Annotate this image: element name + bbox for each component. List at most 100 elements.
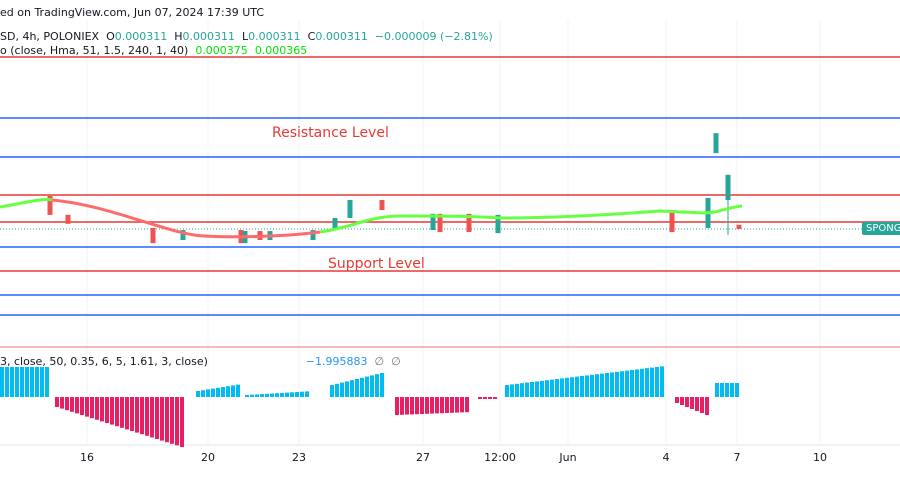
oscillator-bar	[365, 376, 369, 397]
oscillator-bar	[595, 374, 599, 397]
candle	[725, 174, 731, 201]
oscillator-bar	[270, 393, 274, 397]
candle	[495, 214, 501, 234]
oscillator-bar	[221, 387, 225, 397]
oscillator-bar	[330, 385, 334, 397]
oscillator-bar	[525, 382, 529, 397]
oscillator-bar	[430, 397, 434, 414]
oscillator-bar	[380, 373, 384, 397]
oscillator-bar	[305, 391, 309, 397]
oscillator-bar	[295, 392, 299, 397]
oscillator-bar	[170, 397, 174, 444]
x-tick: 12:00	[484, 451, 516, 464]
oscillator-bar	[685, 397, 689, 407]
oscillator-bar	[206, 389, 210, 397]
oscillator-bar	[300, 391, 304, 397]
candle	[47, 195, 53, 215]
oscillator-legend[interactable]: 3, close, 50, 0.35, 6, 5, 1.61, 3, close…	[0, 355, 401, 368]
x-tick: 7	[733, 451, 741, 464]
oscillator-bar	[705, 397, 709, 415]
oscillator-bar	[30, 367, 34, 397]
oscillator-bar	[25, 367, 29, 397]
oscillator-bar	[570, 377, 574, 397]
oscillator-bar	[60, 397, 64, 409]
oscillator-bar	[445, 397, 449, 413]
oscillator-bar	[125, 397, 129, 430]
oscillator-bar	[5, 367, 9, 397]
oscillator-bar	[620, 371, 624, 397]
oscillator-bar	[580, 376, 584, 397]
oscillator-bar	[290, 392, 294, 397]
x-tick: 16	[80, 451, 94, 464]
oscillator-bar	[488, 397, 492, 399]
oscillator-bar	[165, 397, 169, 443]
ma-legend[interactable]: o (close, Hma, 51, 1.5, 240, 1, 40) 0.00…	[0, 44, 307, 57]
oscillator-bar	[155, 397, 159, 439]
ma-value-1: 0.000375	[195, 44, 248, 57]
oscillator-bar	[226, 386, 230, 397]
oscillator-bar	[350, 380, 354, 397]
x-tick: 10	[813, 451, 827, 464]
oscillator-bar	[478, 397, 482, 399]
change-value: −0.000009 (−2.81%)	[374, 30, 493, 43]
oscillator-bar	[180, 397, 184, 447]
oscillator-bar	[70, 397, 74, 412]
oscillator-bar	[415, 397, 419, 415]
oscillator-bar	[435, 397, 439, 414]
oscillator-bar	[110, 397, 114, 425]
oscillator-bar	[370, 375, 374, 397]
oscillator-bar	[260, 394, 264, 397]
oscillator-bar	[640, 368, 644, 397]
oscillator-bar	[560, 378, 564, 397]
oscillator-bar	[196, 391, 200, 397]
oscillator-bar	[680, 397, 684, 405]
oscillator-bar	[280, 392, 284, 397]
candle	[669, 210, 675, 233]
oscillator-bar	[90, 397, 94, 419]
open-label: O	[106, 30, 115, 43]
candle	[466, 213, 472, 233]
oscillator-bar	[660, 366, 664, 397]
oscillator-bar	[130, 397, 134, 431]
symbol: SD, 4h, POLONIEX	[0, 30, 100, 43]
candle	[437, 213, 443, 233]
oscillator-bar	[345, 381, 349, 397]
oscillator-bar	[360, 377, 364, 397]
oscillator-bar	[100, 397, 104, 422]
ma-line-down	[51, 198, 321, 239]
oscillator-bar	[65, 397, 69, 411]
oscillator-bar	[216, 387, 220, 397]
oscillator-bar	[675, 397, 679, 403]
low-value: 0.000311	[248, 30, 301, 43]
high-value: 0.000311	[182, 30, 236, 43]
oscillator-bar	[265, 393, 269, 397]
oscillator-bar	[340, 382, 344, 397]
oscillator-bar	[10, 367, 14, 397]
oscillator-bar	[510, 384, 514, 397]
oscillator-bar	[275, 393, 279, 397]
oscillator-bar	[40, 367, 44, 397]
oscillator-bar	[555, 379, 559, 397]
published-text: ed on TradingView.com, Jun 07, 2024 17:3…	[0, 6, 265, 19]
candle	[713, 133, 719, 154]
oscillator-bar	[211, 388, 215, 397]
close-label: C	[307, 30, 316, 43]
oscillator-bar	[605, 373, 609, 397]
oscillator-bar	[375, 374, 379, 397]
oscillator-bar	[615, 371, 619, 397]
oscillator-bar	[80, 397, 84, 415]
x-tick: 4	[662, 451, 670, 464]
oscillator-bar	[145, 397, 149, 436]
candle	[180, 230, 186, 241]
x-tick: 20	[201, 451, 215, 464]
oscillator-bar	[0, 367, 4, 397]
oscillator-bar	[635, 369, 639, 397]
oscillator-bar	[550, 379, 554, 397]
oscillator-bar	[585, 375, 589, 397]
open-value: 0.000311	[114, 30, 168, 43]
support-label: Support Level	[328, 256, 425, 272]
close-value: 0.000311	[315, 30, 368, 43]
oscillator-bar	[493, 397, 497, 399]
